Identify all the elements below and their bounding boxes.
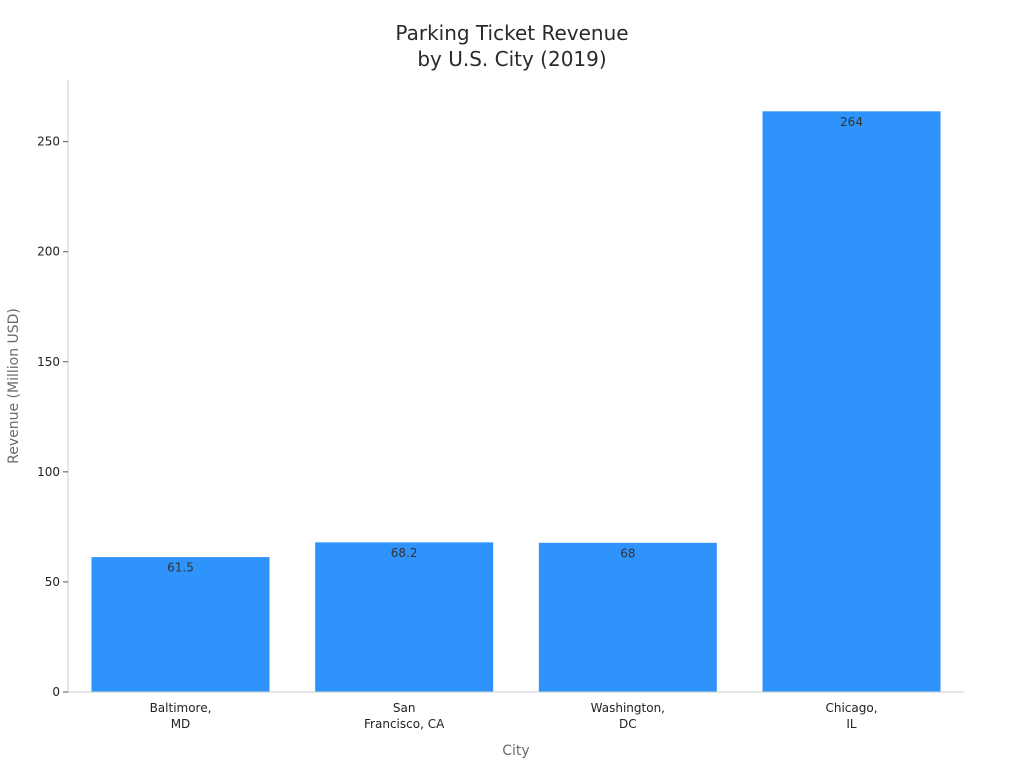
bars [90,110,942,693]
x-tick-label-3-line-1: IL [846,717,857,731]
chart-title-line-1: Parking Ticket Revenue [395,21,628,45]
x-tick-label-0: Baltimore, MD [150,701,212,731]
data-labels: 61.5 68.2 68 264 [167,115,863,575]
y-axis-label: Revenue (Million USD) [6,308,22,464]
x-axis: Baltimore, MD San Francisco, CA Washington, D… [68,691,964,731]
bar-3 [761,110,942,693]
x-tick-label-0-line-0: Baltimore, [150,701,212,715]
y-tick-label-3: 150 [37,355,60,369]
x-tick-label-2-line-1: DC [619,717,637,731]
y-tick-label-1: 50 [45,575,60,589]
x-tick-label-2-line-0: Washington, [591,701,665,715]
x-tick-label-2: Washington, DC [591,701,665,731]
data-label-3: 264 [840,115,863,129]
x-tick-label-1-line-0: San [393,701,416,715]
x-tick-label-3: Chicago, IL [825,701,877,731]
x-axis-label: City [502,743,529,759]
y-tick-label-2: 100 [37,465,60,479]
chart-title-line-2: by U.S. City (2019) [417,47,606,71]
y-tick-label-0: 0 [52,685,60,699]
bar-2 [537,541,718,693]
x-tick-label-1-line-1: Francisco, CA [364,717,445,731]
x-tick-label-1: San Francisco, CA [364,701,445,731]
y-axis: 0 50 100 150 200 250 [37,80,69,699]
x-tick-label-0-line-1: MD [171,717,191,731]
data-label-0: 61.5 [167,561,194,575]
y-tick-label-5: 250 [37,135,60,149]
data-label-2: 68 [620,546,635,560]
x-tick-label-3-line-0: Chicago, [825,701,877,715]
bar-1 [314,541,495,693]
data-label-1: 68.2 [391,546,418,560]
y-tick-label-4: 200 [37,245,60,259]
chart-title: Parking Ticket Revenue by U.S. City (201… [395,21,628,71]
bar-0 [90,556,271,693]
